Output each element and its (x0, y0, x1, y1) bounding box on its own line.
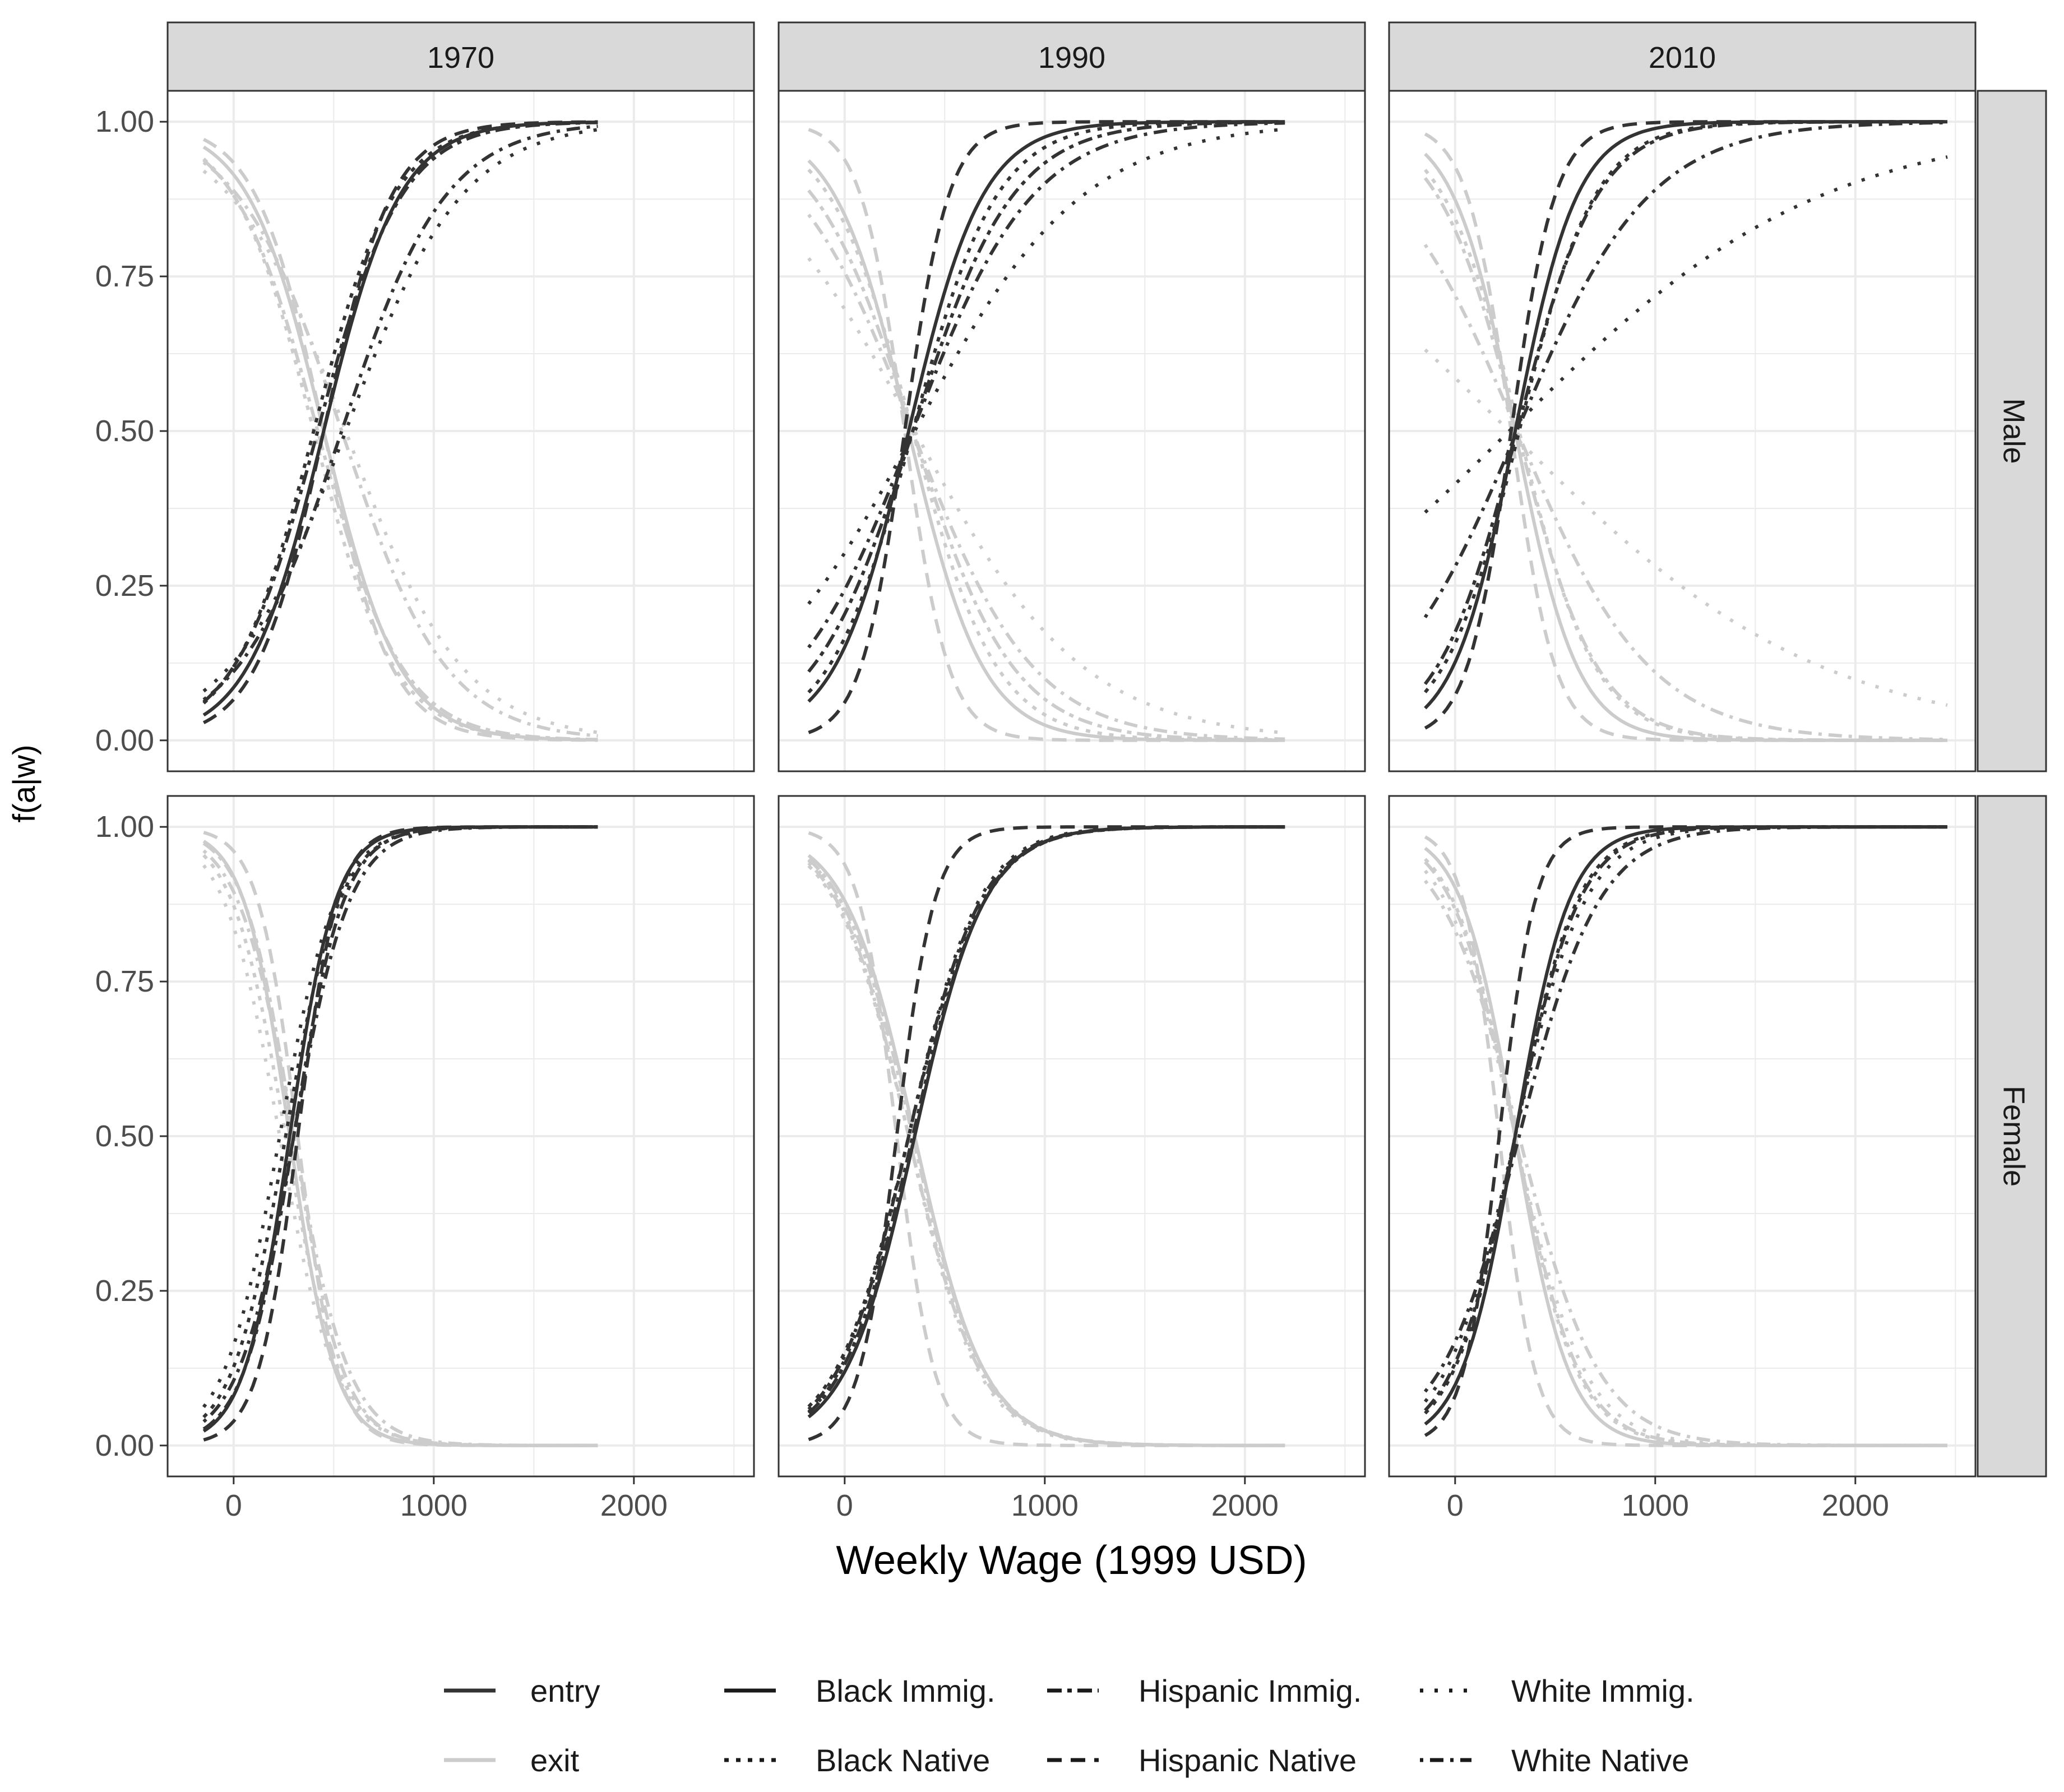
legend-label: White Native (1511, 1743, 1689, 1778)
series-entry-hispanic-native (1424, 825, 1947, 1437)
x-tick-label: 1000 (1622, 1489, 1689, 1522)
y-tick-label: 1.00 (95, 105, 154, 138)
panel-border (1388, 795, 1977, 1478)
series-lines (202, 120, 598, 742)
legend-label: Hispanic Native (1139, 1743, 1357, 1778)
series-entry-hispanic-immig (1424, 825, 1947, 1412)
panel-1970-female: 0 1000 2000 0.00 0.25 0.50 0.75 1.00 (95, 795, 755, 1522)
series-exit-hispanic-immig (1424, 860, 1947, 1447)
panel-border (1388, 90, 1977, 772)
facet-strip-label: 2010 (1649, 41, 1716, 75)
facet-strip-label: Male (1997, 398, 2031, 464)
series-entry-white-native (807, 121, 1285, 649)
series-exit-hispanic-native (808, 831, 1285, 1447)
series-exit-white-immig (807, 257, 1285, 735)
series-entry-white-native (202, 124, 598, 701)
series-exit-hispanic-immig (807, 189, 1285, 742)
panel-2010-female: 0 1000 2000 (1388, 795, 1977, 1522)
series-exit-white-native (1423, 879, 1947, 1447)
x-tick-label: 1000 (1011, 1489, 1079, 1522)
legend-label: Black Immig. (816, 1673, 996, 1708)
y-tick-label: 0.50 (95, 1119, 154, 1153)
y-tick-label: 0.00 (95, 724, 154, 757)
legend-label: Black Native (816, 1743, 990, 1778)
x-tick-label: 2000 (1822, 1489, 1889, 1522)
y-tick-label: 0.50 (95, 414, 154, 448)
panel-1990-male (778, 90, 1366, 772)
series-entry-white-native (1423, 121, 1948, 619)
series-exit-hispanic-native (1424, 835, 1947, 1447)
series-exit-hispanic-native (1424, 132, 1947, 742)
facet-strip-label: 1970 (427, 41, 494, 75)
y-tick-label: 1.00 (95, 810, 154, 844)
series-entry-black-native (202, 825, 598, 1419)
y-tick-label: 0.75 (95, 260, 154, 293)
x-tick-label: 2000 (1211, 1489, 1279, 1522)
series-exit-hispanic-native (202, 137, 598, 742)
series-entry-hispanic-immig (202, 121, 598, 703)
y-tick-label: 0.25 (95, 569, 154, 603)
x-tick-label: 2000 (600, 1489, 668, 1522)
series-lines (1423, 120, 1948, 742)
legend-label: Hispanic Immig. (1139, 1673, 1362, 1708)
series-entry-hispanic-native (202, 120, 598, 725)
series-entry-hispanic-immig (202, 825, 598, 1430)
x-tick-label: 0 (225, 1489, 242, 1522)
series-exit-black-native (202, 854, 598, 1447)
series-entry-hispanic-native (808, 825, 1285, 1442)
series-entry-black-native (807, 825, 1285, 1408)
series-entry-white-immig (807, 127, 1285, 605)
series-lines (202, 825, 598, 1447)
series-entry-white-native (1423, 825, 1947, 1393)
series-exit-hispanic-immig (202, 842, 598, 1447)
series-exit-white-native (807, 214, 1285, 741)
legend-label: White Immig. (1511, 1673, 1695, 1708)
panels: 1970 1990 2010 Male Female 0.00 0.25 0.50 0.75 1.… (95, 21, 2047, 1522)
facet-strip-label: Female (1997, 1086, 2031, 1187)
series-lines (1423, 825, 1947, 1447)
facet-strip-1970 (166, 21, 755, 92)
x-axis-title: Weekly Wage (1999 USD) (836, 1538, 1307, 1583)
x-tick-label: 1000 (400, 1489, 468, 1522)
facet-strip-1990 (778, 21, 1366, 92)
series-entry-hispanic-native (808, 120, 1285, 734)
y-tick-label: 0.00 (95, 1429, 154, 1462)
panel-2010-male (1388, 90, 1977, 772)
legend: entry exit Black Immig. Black Native Hispani… (444, 1673, 1695, 1778)
series-exit-black-native (1423, 169, 1947, 742)
series-entry-hispanic-native (1424, 120, 1947, 730)
series-entry-white-native (202, 825, 598, 1423)
facet-strip-female (1977, 795, 2047, 1478)
series-exit-black-native (807, 864, 1285, 1447)
y-tick-label: 0.25 (95, 1274, 154, 1308)
panel-border (778, 795, 1366, 1478)
panel-1970-male: 0.00 0.25 0.50 0.75 1.00 (95, 90, 755, 772)
series-entry-hispanic-immig (807, 120, 1285, 673)
series-entry-black-native (1423, 120, 1947, 693)
series-exit-hispanic-immig (202, 159, 598, 742)
series-exit-white-native (202, 849, 598, 1447)
y-axis-title: f(a|w) (6, 745, 41, 823)
x-tick-label: 0 (1447, 1489, 1464, 1522)
x-tick-label: 0 (836, 1489, 853, 1522)
series-exit-hispanic-native (808, 128, 1285, 742)
facet-strip-male (1977, 90, 2047, 772)
series-exit-white-native (1423, 243, 1948, 742)
y-tick-label: 0.75 (95, 965, 154, 998)
legend-label-exit: exit (530, 1743, 580, 1778)
facet-strip-label: 1990 (1038, 41, 1105, 75)
panel-border (778, 90, 1366, 772)
axes: f(a|w) Weekly Wage (1999 USD) (6, 745, 1307, 1583)
series-lines (807, 825, 1285, 1447)
series-lines (807, 120, 1285, 742)
legend-label-entry: entry (530, 1673, 600, 1708)
series-exit-white-native (202, 161, 598, 738)
panel-1990-female: 0 1000 2000 (778, 795, 1366, 1522)
